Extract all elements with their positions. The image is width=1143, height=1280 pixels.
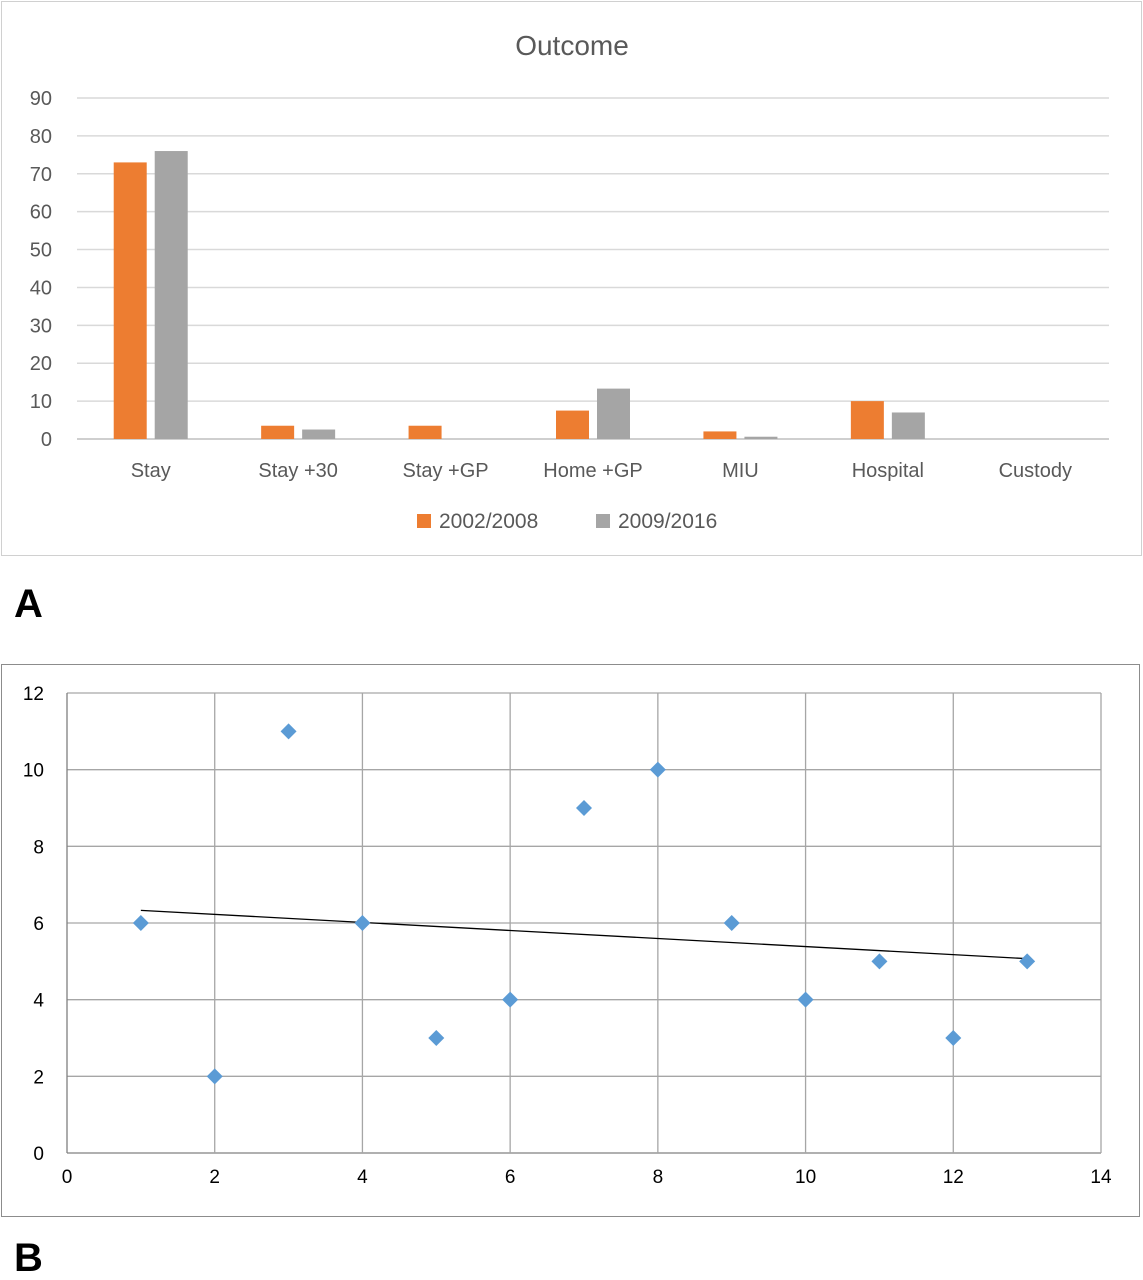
trendline	[140, 909, 1028, 960]
scatter-point	[649, 761, 666, 778]
scatter-y-tick-label: 8	[33, 837, 44, 858]
bar-chart-x-tick-label: Stay +30	[258, 460, 338, 482]
bar-chart-panel: 0 10 20 30 40 50 60 70 80 90 Stay Stay +30 Stay +GP…	[1, 1, 1142, 556]
scatter-point	[206, 1068, 223, 1085]
scatter-chart-y-tick-labels: 0 2 4 6 8 10 12	[23, 684, 45, 1165]
scatter-point	[797, 991, 814, 1008]
bar-chart-y-tick-label: 80	[30, 126, 52, 148]
bar-chart-x-tick-label: Home +GP	[543, 460, 642, 482]
bar-chart-y-tick-label: 30	[30, 315, 52, 337]
scatter-x-tick-label: 14	[1090, 1167, 1112, 1188]
legend-swatch	[596, 514, 610, 528]
bar-2009-2016-stay-30	[302, 429, 336, 439]
scatter-point	[945, 1030, 962, 1046]
bar-chart-x-tick-label: Custody	[999, 460, 1072, 482]
bar-chart-x-tick-label: Stay	[131, 460, 171, 482]
scatter-point	[354, 915, 371, 931]
scatter-x-tick-label: 6	[505, 1167, 516, 1188]
bar-2009-2016-hospital	[891, 412, 925, 439]
bar-chart-y-tick-label: 40	[30, 277, 52, 299]
legend-label: 2002/2008	[439, 510, 538, 533]
legend: 2002/2008 2009/2016	[417, 510, 717, 533]
legend-label: 2009/2016	[618, 510, 717, 533]
scatter-points	[132, 723, 1036, 1085]
scatter-chart-gridlines	[66, 692, 1102, 1154]
scatter-point	[576, 800, 592, 816]
scatter-chart: 0 2 4 6 8 10 12 0 2 4 6 8 10 12 14	[23, 684, 1112, 1188]
scatter-x-tick-label: 2	[209, 1167, 220, 1188]
scatter-x-tick-label: 4	[357, 1167, 368, 1188]
bar-2009-2016-home-gp	[597, 388, 630, 439]
scatter-y-tick-label: 6	[33, 914, 44, 935]
bar-chart-x-tick-label: Stay +GP	[402, 460, 488, 482]
scatter-x-tick-label: 8	[653, 1167, 664, 1188]
panel-label-b: B	[14, 1236, 43, 1280]
trendline-line	[140, 909, 1028, 960]
legend-swatch	[417, 514, 431, 528]
scatter-point	[280, 723, 297, 740]
bar-2009-2016-miu	[744, 436, 778, 439]
scatter-point	[132, 915, 149, 931]
legend-item: 2009/2016	[596, 510, 717, 533]
scatter-y-tick-label: 10	[23, 761, 44, 782]
scatter-x-tick-label: 12	[943, 1167, 964, 1188]
scatter-point	[1019, 953, 1036, 970]
bar-chart-y-tick-label: 70	[30, 164, 52, 186]
bar-chart-gridlines	[77, 97, 1109, 440]
bar-2002-2008-stay-gp	[408, 425, 442, 439]
bar-chart-x-tick-labels: Stay Stay +30 Stay +GP Home +GP MIU Hospital C…	[131, 460, 1072, 482]
scatter-y-tick-label: 12	[23, 684, 44, 705]
scatter-point	[871, 953, 888, 970]
bar-chart-y-tick-label: 60	[30, 202, 52, 224]
scatter-x-tick-label: 10	[795, 1167, 816, 1188]
legend-item: 2002/2008	[417, 510, 538, 533]
scatter-x-tick-label: 0	[62, 1167, 73, 1188]
scatter-chart-x-tick-labels: 0 2 4 6 8 10 12 14	[62, 1167, 1112, 1188]
bar-2002-2008-miu	[703, 431, 737, 439]
scatter-y-tick-label: 0	[33, 1144, 44, 1165]
bar-chart-y-tick-label: 50	[30, 240, 52, 262]
bar-2002-2008-home-gp	[556, 410, 589, 439]
bar-chart-bars	[113, 151, 925, 440]
scatter-point	[428, 1030, 445, 1046]
bar-2002-2008-stay-30	[261, 425, 295, 439]
scatter-point	[502, 991, 519, 1008]
scatter-point	[723, 915, 740, 931]
bar-2009-2016-stay	[154, 151, 188, 440]
bar-2002-2008-stay	[113, 162, 147, 439]
bar-chart: 0 10 20 30 40 50 60 70 80 90 Stay Stay +30 Stay +GP…	[30, 30, 1109, 533]
bar-chart-y-tick-label: 90	[30, 88, 52, 110]
bar-chart-x-tick-label: MIU	[722, 460, 759, 482]
scatter-chart-panel: 0 2 4 6 8 10 12 0 2 4 6 8 10 12 14	[1, 664, 1140, 1217]
bar-chart-y-tick-label: 10	[30, 391, 52, 413]
bar-chart-y-tick-label: 0	[41, 429, 52, 451]
bar-chart-y-tick-label: 20	[30, 353, 52, 375]
bar-chart-x-tick-label: Hospital	[852, 460, 924, 482]
scatter-y-tick-label: 4	[33, 991, 44, 1012]
bar-2002-2008-hospital	[850, 401, 884, 439]
scatter-y-tick-label: 2	[33, 1067, 44, 1088]
panel-label-a: A	[14, 582, 43, 626]
chart-title: Outcome	[515, 30, 629, 61]
bar-chart-y-tick-labels: 0 10 20 30 40 50 60 70 80 90	[30, 88, 52, 451]
